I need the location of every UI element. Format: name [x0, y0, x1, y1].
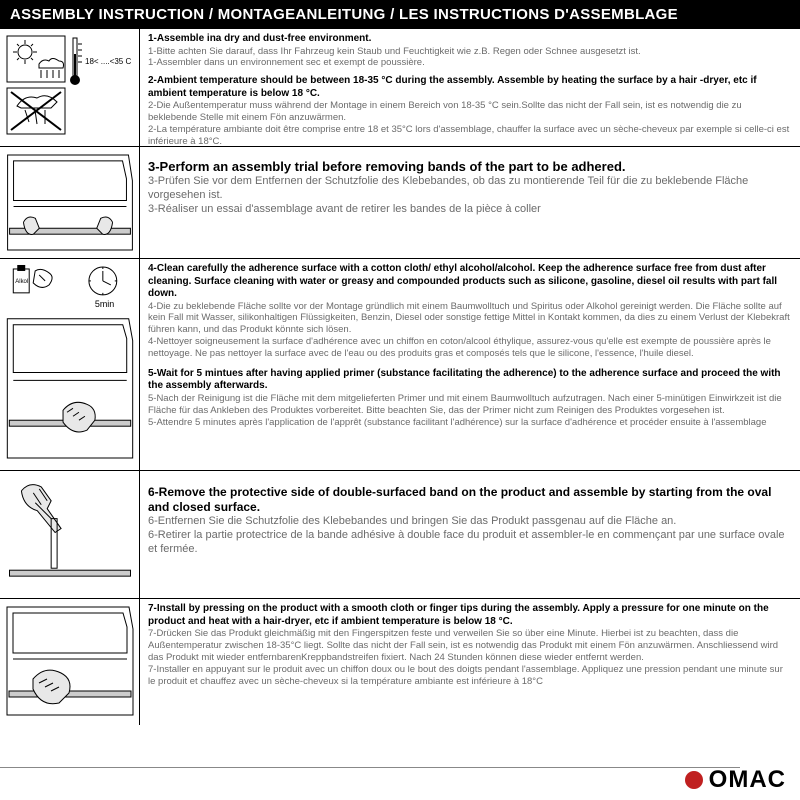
brand-dot-icon — [685, 771, 703, 789]
row-step-3: 3-Perform an assembly trial before remov… — [0, 147, 800, 259]
text-step-1-2: 1-Assemble ina dry and dust-free environ… — [140, 29, 800, 146]
step4-fr: 4-Nettoyer soigneusement la surface d'ad… — [148, 336, 792, 360]
step1-en: 1-Assemble ina dry and dust-free environ… — [148, 33, 792, 46]
icon-peel-tape — [0, 471, 140, 598]
svg-text:18< ....<35 C: 18< ....<35 C — [85, 57, 131, 66]
text-step-4-5: 4-Clean carefully the adherence surface … — [140, 259, 800, 470]
step3-en: 3-Perform an assembly trial before remov… — [148, 159, 792, 175]
brand-text: OMAC — [709, 766, 786, 794]
step4-de: 4-Die zu beklebende Fläche sollte vor de… — [148, 301, 792, 337]
step7-en: 7-Install by pressing on the product wit… — [148, 603, 792, 628]
text-step-6: 6-Remove the protective side of double-s… — [140, 471, 800, 598]
step5-de: 5-Nach der Reinigung ist die Fläche mit … — [148, 393, 792, 417]
step2-en: 2-Ambient temperature should be between … — [148, 75, 792, 100]
row-step-7: 7-Install by pressing on the product wit… — [0, 599, 800, 725]
header-title: ASSEMBLY INSTRUCTION / MONTAGEANLEITUNG … — [0, 0, 800, 29]
icon-environment-temp: 18< ....<35 C — [0, 29, 140, 146]
text-step-7: 7-Install by pressing on the product wit… — [140, 599, 800, 725]
svg-text:5min: 5min — [94, 299, 113, 309]
step2-fr: 2-La température ambiante doit être comp… — [148, 124, 792, 148]
step7-fr: 7-Installer en appuyant sur le produit a… — [148, 664, 792, 688]
brand-logo: OMAC — [685, 766, 786, 794]
step6-fr: 6-Retirer la partie protectrice de la ba… — [148, 529, 792, 557]
footer-line — [0, 767, 740, 768]
step2-de: 2-Die Außentemperatur muss während der M… — [148, 100, 792, 124]
step5-en: 5-Wait for 5 mintues after having applie… — [148, 368, 792, 393]
text-step-3: 3-Perform an assembly trial before remov… — [140, 147, 800, 258]
step7-de: 7-Drücken Sie das Produkt gleichmäßig mi… — [148, 628, 792, 664]
icon-clean-wait: Alkol 5min — [0, 259, 140, 470]
step3-fr: 3-Réaliser un essai d'assemblage avant d… — [148, 203, 792, 217]
step6-de: 6-Entfernen Sie die Schutzfolie des Kleb… — [148, 515, 792, 529]
icon-press-install — [0, 599, 140, 725]
row-step-4-5: Alkol 5min 4-Clean carefully the adhere — [0, 259, 800, 471]
step1-de: 1-Bitte achten Sie darauf, dass Ihr Fahr… — [148, 46, 792, 58]
step6-en: 6-Remove the protective side of double-s… — [148, 485, 792, 515]
step5-fr: 5-Attendre 5 minutes après l'application… — [148, 417, 792, 429]
row-step-6: 6-Remove the protective side of double-s… — [0, 471, 800, 599]
step3-de: 3-Prüfen Sie vor dem Entfernen der Schut… — [148, 175, 792, 203]
step4-en: 4-Clean carefully the adherence surface … — [148, 263, 792, 301]
svg-text:Alkol: Alkol — [15, 279, 28, 285]
step1-fr: 1-Assembler dans un environnement sec et… — [148, 57, 792, 69]
row-step-1-2: 18< ....<35 C 1-Assemble ina dry and dus… — [0, 29, 800, 147]
icon-trial-fit — [0, 147, 140, 258]
